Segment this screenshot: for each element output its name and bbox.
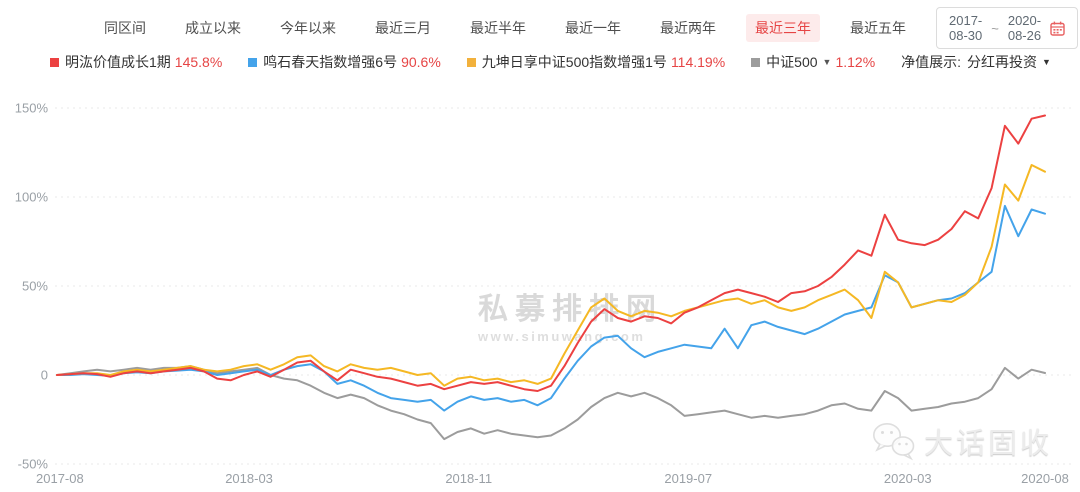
legend-color-chip	[466, 57, 476, 67]
tab-最近三年[interactable]: 最近三年	[746, 14, 820, 42]
chevron-down-icon[interactable]: ▼	[822, 57, 832, 67]
series-line-明汯价值成长1期[interactable]	[56, 114, 1046, 392]
series-line-中证500[interactable]	[56, 365, 1046, 441]
y-axis-label: 100%	[15, 190, 49, 205]
legend-item[interactable]: 明汯价值成长1期 145.8%	[50, 52, 222, 72]
legend-item[interactable]: 中证500 ▼ 1.12%	[751, 52, 875, 72]
legend-series-return: 145.8%	[174, 54, 223, 70]
y-axis-label: 50%	[22, 279, 48, 294]
legend-series-name: 中证500	[766, 54, 818, 70]
legend-series-name: 明汯价值成长1期	[65, 54, 171, 70]
legend-item[interactable]: 鸣石春天指数增强6号 90.6%	[248, 52, 441, 72]
legend-series-return: 1.12%	[835, 54, 876, 70]
date-end: 2020-08-26	[1007, 13, 1042, 43]
x-axis-label: 2020-03	[884, 471, 932, 486]
legend-series-name: 鸣石春天指数增强6号	[263, 54, 398, 70]
y-axis-label: 0	[41, 368, 48, 383]
date-start: 2017-08-30	[949, 13, 983, 43]
tab-最近三月[interactable]: 最近三月	[375, 20, 431, 36]
tab-同区间[interactable]: 同区间	[104, 20, 146, 36]
tab-成立以来[interactable]: 成立以来	[185, 20, 241, 36]
x-axis-label: 2018-03	[225, 471, 273, 486]
x-axis-label: 2017-08	[36, 471, 84, 486]
x-axis-label: 2019-07	[664, 471, 712, 486]
legend-item[interactable]: 九坤日享中证500指数增强1号 114.19%	[466, 52, 726, 72]
legend-items: 明汯价值成长1期 145.8% 鸣石春天指数增强6号 90.6% 九坤日享中证500指数…	[50, 52, 901, 72]
legend-series-name: 九坤日享中证500指数增强1号	[481, 54, 667, 70]
tab-今年以来[interactable]: 今年以来	[280, 20, 336, 36]
x-axis-label: 2020-08	[1021, 471, 1069, 486]
date-range-picker[interactable]: 2017-08-30 ~ 2020-08-26	[936, 7, 1079, 49]
tab-最近五年[interactable]: 最近五年	[850, 20, 906, 36]
y-axis-label: -50%	[18, 457, 49, 472]
series-line-九坤日享中证500指数增强1号[interactable]	[56, 164, 1046, 387]
y-axis-label: 150%	[15, 101, 49, 116]
nav-display-value: 分红再投资	[967, 54, 1038, 70]
date-separator: ~	[991, 20, 999, 36]
legend-series-return: 114.19%	[670, 54, 726, 70]
x-axis-label: 2018-11	[445, 471, 492, 486]
chevron-down-icon: ▼	[1042, 57, 1051, 67]
tab-最近一年[interactable]: 最近一年	[565, 20, 621, 36]
legend-color-chip	[751, 57, 761, 67]
legend-color-chip	[50, 57, 59, 67]
period-tab-bar: 同区间 成立以来 今年以来 最近三月 最近半年 最近一年 最近两年 最近三年 最近五年 2017…	[0, 7, 1080, 49]
legend-color-chip	[248, 57, 258, 67]
tab-最近半年[interactable]: 最近半年	[470, 20, 526, 36]
nav-display-label: 净值展示:	[901, 54, 962, 70]
legend-series-return: 90.6%	[401, 54, 441, 70]
chart-legend: 明汯价值成长1期 145.8% 鸣石春天指数增强6号 90.6% 九坤日享中证500指数…	[0, 52, 1080, 72]
calendar-icon[interactable]	[1050, 21, 1065, 36]
period-tabs: 同区间 成立以来 今年以来 最近三月 最近半年 最近一年 最近两年 最近三年 最近五年	[95, 14, 936, 42]
nav-display-selector[interactable]: 净值展示: 分红再投资 ▼	[901, 52, 1051, 72]
tab-最近两年[interactable]: 最近两年	[660, 20, 716, 36]
